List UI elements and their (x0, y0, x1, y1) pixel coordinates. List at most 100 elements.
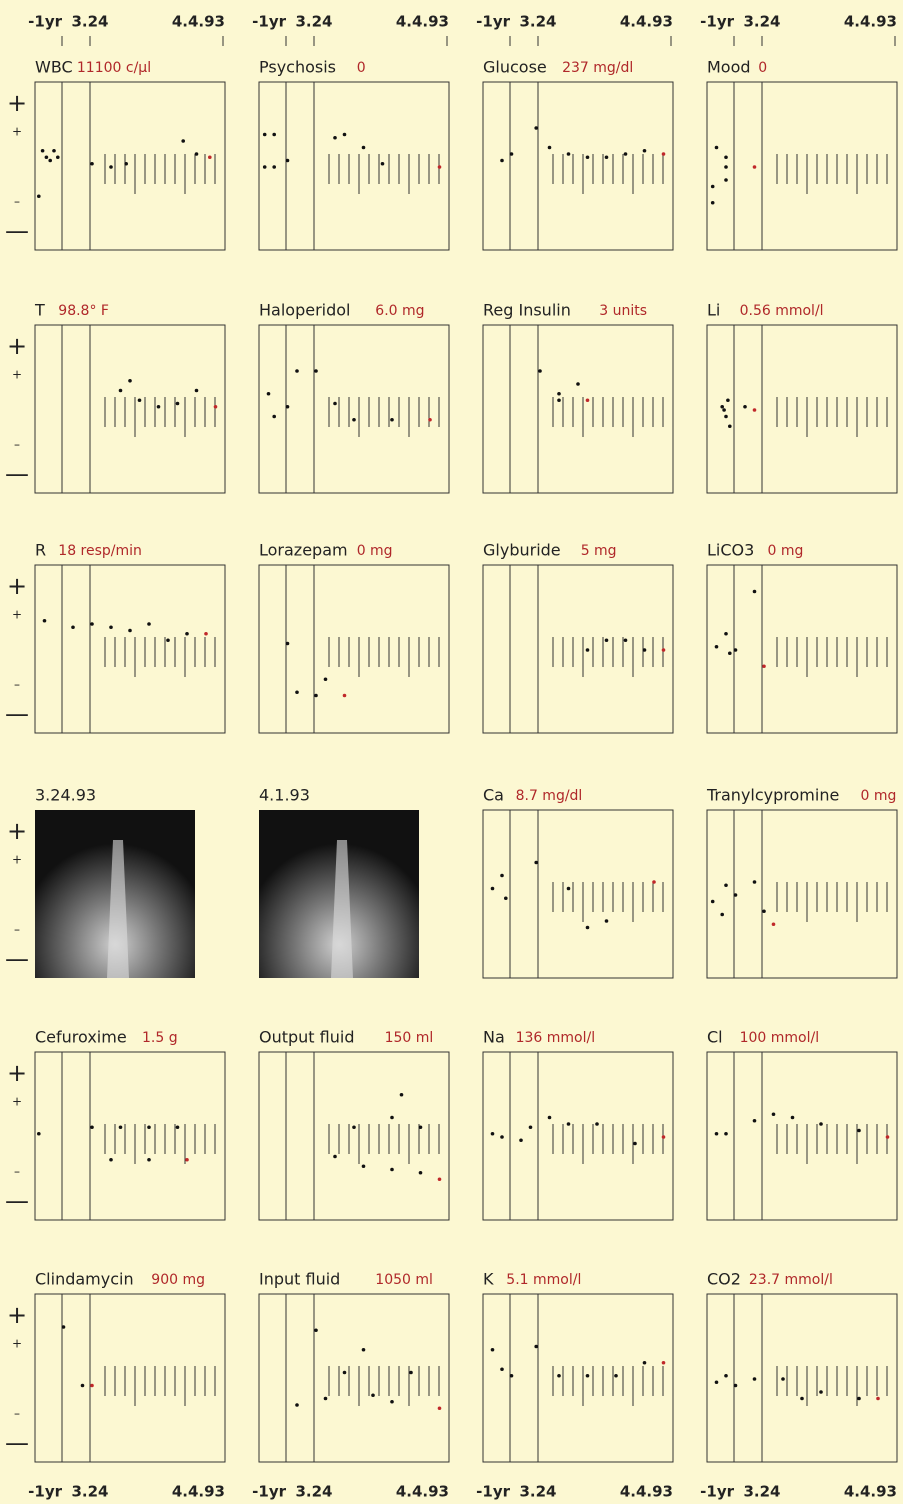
data-point (857, 1128, 861, 1133)
data-point (557, 391, 561, 396)
data-point (585, 925, 590, 930)
data-point (295, 369, 299, 373)
data-point (762, 664, 766, 669)
data-point (733, 893, 738, 897)
panel-reading: 0 (357, 60, 366, 76)
axis-label: 3.24 (743, 1483, 780, 1501)
axis-label: -1yr (252, 13, 286, 31)
data-point (314, 693, 318, 698)
data-point (390, 417, 394, 422)
data-point (633, 1141, 637, 1146)
panel-box (258, 564, 450, 734)
axis-label: 4.4.93 (844, 13, 897, 31)
panel-title: K (483, 1270, 494, 1289)
data-point (604, 155, 609, 160)
data-point (52, 148, 56, 153)
panel-box (482, 81, 674, 251)
data-point (118, 1125, 123, 1130)
data-point (661, 1360, 666, 1365)
data-point (361, 1347, 366, 1352)
panel-box (706, 324, 898, 494)
data-point (509, 152, 514, 156)
data-point (175, 401, 180, 406)
data-point (40, 148, 45, 153)
data-point (819, 1390, 823, 1394)
data-point (185, 631, 189, 636)
panel-box (34, 564, 226, 734)
scale-mark: — (5, 1187, 29, 1215)
data-point (752, 589, 757, 594)
scale-mark: + (7, 817, 27, 845)
axis-label: -1yr (700, 13, 734, 31)
data-point (80, 1383, 85, 1388)
data-point (752, 1377, 757, 1381)
data-point (109, 1157, 113, 1162)
panel-reading: 900 mg (151, 1272, 205, 1288)
data-point (399, 1092, 404, 1097)
data-point (500, 1135, 504, 1139)
panel-reading: 0 (758, 60, 767, 76)
data-point (71, 625, 75, 630)
data-point (724, 1373, 728, 1378)
data-point (266, 391, 271, 396)
data-point (124, 161, 128, 166)
panel-reading: 11100 c/μl (77, 60, 151, 76)
axis-label: 4.4.93 (396, 13, 449, 31)
panel-reading: 8.7 mg/dl (516, 788, 583, 804)
scale-mark: — (5, 460, 29, 488)
data-point (743, 404, 747, 409)
data-point (37, 1131, 41, 1136)
xray-spine (331, 840, 353, 978)
axis-label: 4.4.93 (172, 13, 225, 31)
data-point (285, 641, 290, 646)
panel-reading: 23.7 mmol/l (749, 1272, 833, 1288)
panel-title: WBC (35, 58, 73, 77)
data-point (333, 401, 337, 406)
data-point (762, 909, 766, 914)
data-point (342, 132, 347, 137)
panel-reading: 1050 ml (375, 1272, 433, 1288)
data-point (437, 1406, 442, 1411)
data-point (137, 398, 142, 403)
data-point (262, 165, 267, 169)
data-point (90, 1125, 94, 1130)
data-point (728, 424, 732, 429)
data-point (585, 155, 590, 160)
data-point (175, 1125, 180, 1130)
panel-box (706, 809, 898, 979)
panel-box (706, 564, 898, 734)
scale-mark: + (12, 1095, 22, 1109)
scale-mark: — (5, 945, 29, 973)
data-point (390, 1399, 394, 1404)
scale-mark: — (5, 217, 29, 245)
panel-title: Mood (707, 58, 751, 77)
data-point (790, 1115, 795, 1120)
data-point (323, 1396, 328, 1401)
data-point (418, 1125, 423, 1130)
data-point (752, 1118, 757, 1123)
data-point (876, 1396, 880, 1401)
axis-label: 4.4.93 (620, 1483, 673, 1501)
data-point (800, 1396, 804, 1401)
data-point (710, 200, 715, 205)
data-point (390, 1167, 394, 1172)
data-point (262, 132, 267, 137)
panel-title: LiCO3 (707, 541, 754, 560)
data-point (490, 1347, 495, 1352)
panel-box (34, 81, 226, 251)
data-point (361, 145, 366, 150)
data-point (272, 414, 277, 419)
scale-mark: + (7, 572, 27, 600)
panel-box (34, 324, 226, 494)
data-point (534, 860, 538, 865)
data-point (724, 178, 728, 182)
data-point (48, 158, 52, 163)
panel-box (258, 324, 450, 494)
data-point (204, 631, 208, 636)
data-point (128, 378, 132, 383)
axis-label: 4.4.93 (620, 13, 673, 31)
data-point (642, 1360, 647, 1365)
data-point (720, 404, 724, 409)
panel-reading: 0 mg (861, 788, 897, 804)
data-point (380, 161, 385, 166)
